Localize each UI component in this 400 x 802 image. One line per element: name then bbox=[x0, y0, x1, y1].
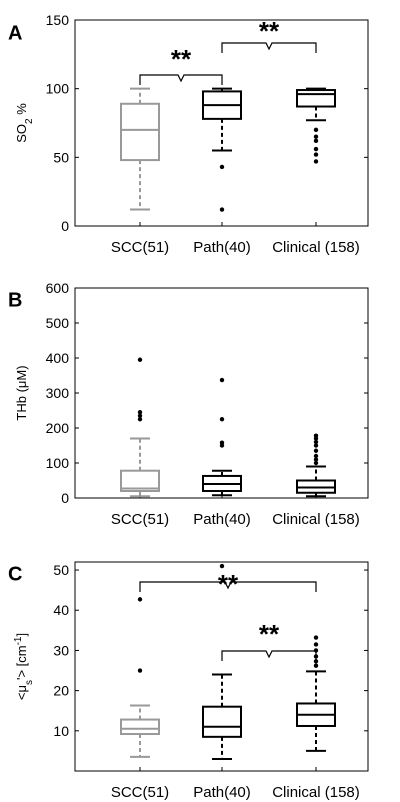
outlier-point bbox=[313, 443, 319, 448]
box-iqr bbox=[120, 469, 160, 493]
significance-bracket bbox=[139, 74, 223, 85]
y-tick-label: 500 bbox=[46, 315, 70, 331]
y-tick-label: 0 bbox=[61, 490, 69, 506]
panel-letter: C bbox=[8, 564, 22, 586]
outlier-point bbox=[313, 439, 319, 445]
outlier-point bbox=[313, 436, 319, 441]
category-label: SCC(51) bbox=[111, 784, 169, 801]
y-tick-label: 0 bbox=[61, 218, 69, 234]
box-iqr bbox=[296, 89, 336, 108]
panel-A: A 0 50 100 150 SO2 % SCC(51) Path(40) Clinical (… bbox=[8, 12, 369, 256]
y-tick-label: 400 bbox=[46, 350, 70, 366]
significance-label: ** bbox=[259, 16, 280, 46]
y-tick-label: 10 bbox=[53, 723, 69, 739]
category-label: Clinical (158) bbox=[272, 239, 360, 256]
y-axis-label: THb (μM) bbox=[14, 365, 29, 420]
outlier-point bbox=[219, 417, 225, 422]
y-tick-label: 20 bbox=[53, 683, 69, 699]
box-iqr bbox=[202, 705, 242, 738]
outlier-point bbox=[313, 457, 319, 462]
outlier-point bbox=[313, 127, 319, 133]
category-label: Path(40) bbox=[193, 239, 251, 256]
y-tick-label: 50 bbox=[53, 562, 69, 578]
outlier-point bbox=[137, 357, 143, 362]
outlier-point bbox=[313, 460, 319, 466]
outlier-point bbox=[137, 410, 143, 415]
y-tick-label: 150 bbox=[46, 12, 70, 28]
outlier-point bbox=[313, 448, 319, 453]
outlier-point bbox=[313, 159, 319, 164]
y-tick-label: 600 bbox=[46, 280, 70, 296]
outlier-point bbox=[313, 635, 319, 640]
significance-bracket bbox=[221, 650, 317, 661]
outlier-point bbox=[219, 563, 225, 569]
box-3 bbox=[296, 433, 336, 498]
category-label: Path(40) bbox=[193, 511, 251, 528]
panel-C: C 10 20 30 40 50 <μs'> [cm-1] SCC(51) Path(40) Cl… bbox=[8, 561, 369, 801]
outlier-point bbox=[313, 134, 319, 139]
y-tick-label: 300 bbox=[46, 385, 70, 401]
box-2 bbox=[202, 87, 242, 212]
box-1 bbox=[120, 597, 160, 758]
category-label: SCC(51) bbox=[111, 511, 169, 528]
box-iqr bbox=[120, 718, 160, 736]
significance-label: ** bbox=[259, 619, 280, 649]
outlier-point bbox=[313, 642, 319, 647]
significance-label: ** bbox=[171, 44, 192, 74]
box-1 bbox=[120, 357, 160, 498]
category-label: Clinical (158) bbox=[272, 784, 360, 801]
y-tick-label: 50 bbox=[53, 149, 69, 165]
outlier-point bbox=[219, 207, 225, 212]
significance-bracket bbox=[139, 581, 317, 592]
significance-bracket bbox=[221, 42, 317, 53]
box-iqr bbox=[120, 102, 160, 162]
y-tick-label: 100 bbox=[46, 455, 70, 471]
y-tick-label: 30 bbox=[53, 642, 69, 658]
y-axis-label: <μs'> [cm-1] bbox=[13, 633, 35, 700]
panel-B: B 0 100 200 300 400 500 600 THb (μM) SCC(51) Path(… bbox=[8, 280, 369, 528]
outlier-point bbox=[137, 597, 143, 602]
outlier-point bbox=[219, 377, 225, 383]
panel-letter: A bbox=[8, 23, 22, 45]
outlier-point bbox=[137, 417, 143, 422]
outlier-point bbox=[313, 453, 319, 459]
category-label: Path(40) bbox=[193, 784, 251, 801]
category-label: Clinical (158) bbox=[272, 511, 360, 528]
y-tick-label: 100 bbox=[46, 81, 70, 97]
category-label: SCC(51) bbox=[111, 239, 169, 256]
box-1 bbox=[120, 87, 160, 211]
box-3 bbox=[296, 635, 336, 752]
box-2 bbox=[202, 563, 242, 760]
box-2 bbox=[202, 377, 242, 497]
significance-label: ** bbox=[218, 569, 239, 599]
panel-letter: B bbox=[8, 290, 22, 312]
y-axis-label: SO2 % bbox=[14, 103, 35, 143]
outlier-point bbox=[313, 152, 319, 157]
outlier-point bbox=[313, 138, 319, 144]
y-tick-label: 200 bbox=[46, 420, 70, 436]
outlier-point bbox=[137, 668, 143, 673]
outlier-point bbox=[313, 659, 319, 664]
outlier-point bbox=[219, 443, 225, 448]
outlier-point bbox=[137, 413, 143, 418]
outlier-point bbox=[313, 663, 319, 668]
y-tick-label: 40 bbox=[53, 602, 69, 618]
outlier-point bbox=[219, 164, 225, 170]
box-3 bbox=[296, 87, 336, 164]
outlier-point bbox=[313, 146, 319, 152]
